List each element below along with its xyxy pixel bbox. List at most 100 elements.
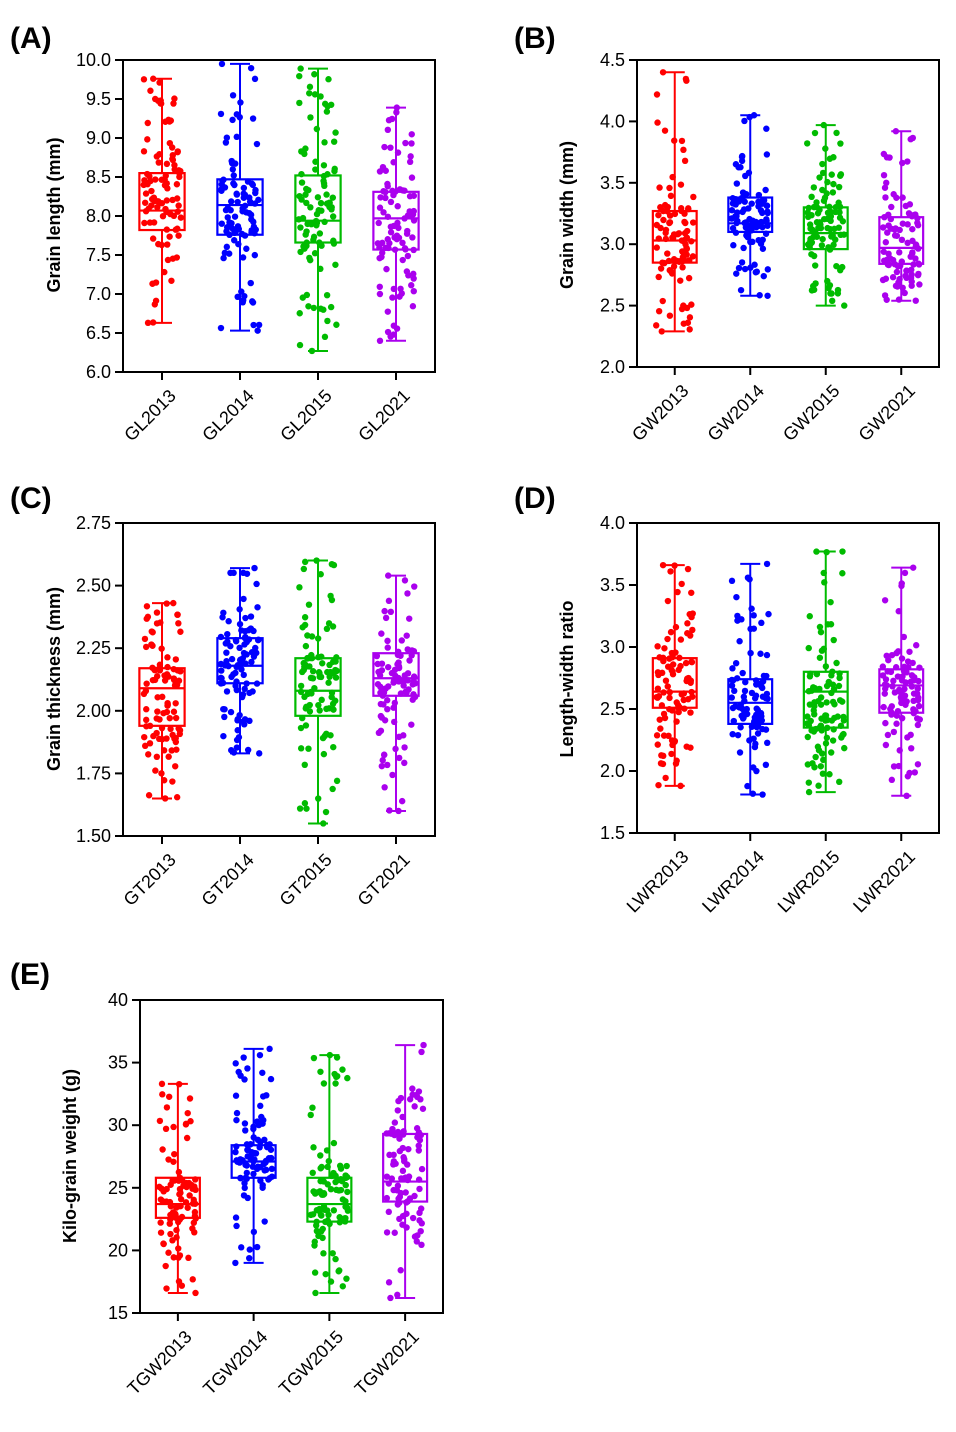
data-point (152, 176, 159, 183)
data-point (228, 160, 236, 167)
data-point (688, 589, 695, 596)
plot-frame (122, 522, 436, 837)
data-point (416, 1217, 423, 1224)
data-point (242, 1161, 249, 1169)
data-point (672, 623, 680, 631)
data-point (301, 800, 309, 807)
data-point (155, 735, 163, 743)
data-point (680, 320, 687, 327)
data-point (161, 268, 168, 276)
box-iqr (727, 196, 774, 234)
data-point (300, 565, 308, 573)
y-axis: 6.0 6.5 7.0 7.5 8.0 8.5 9.0 9.5 10.0 (76, 50, 436, 382)
data-point (732, 213, 739, 220)
data-point (671, 737, 679, 745)
data-point (301, 621, 309, 629)
data-point (816, 623, 824, 631)
data-point (324, 1181, 331, 1188)
data-point (261, 1136, 268, 1144)
data-point (191, 1183, 198, 1190)
data-point (223, 243, 231, 251)
data-point (318, 242, 325, 249)
data-point (764, 292, 771, 299)
data-point (410, 287, 417, 295)
data-point (822, 663, 830, 670)
data-point (298, 179, 306, 186)
data-point (811, 262, 819, 269)
data-point (241, 292, 248, 300)
data-point (384, 308, 392, 315)
data-point (326, 1051, 334, 1059)
data-point (149, 676, 157, 684)
data-point (152, 95, 159, 103)
data-point (752, 740, 759, 748)
data-point (893, 194, 900, 201)
data-point (333, 1186, 340, 1194)
data-point (314, 194, 322, 201)
data-point (142, 687, 150, 695)
y-tick-label: 2.5 (600, 296, 625, 316)
data-point (822, 740, 830, 747)
data-point (165, 753, 172, 760)
data-point (673, 757, 680, 764)
data-point (399, 1212, 407, 1220)
data-point (909, 659, 916, 667)
data-point (742, 678, 749, 686)
data-point (804, 140, 811, 147)
data-point (297, 682, 305, 690)
data-point (331, 167, 338, 175)
data-point (402, 1189, 409, 1196)
panel-d: (D) Length-width ratio 1.5 2.0 2.5 3.0 3.5 4.… (514, 482, 940, 916)
data-point (301, 614, 309, 621)
data-point (231, 237, 238, 244)
data-point (145, 792, 153, 799)
data-point (159, 693, 166, 701)
data-point (896, 747, 903, 754)
data-point (915, 702, 923, 710)
data-point (664, 250, 671, 257)
data-point (163, 1285, 170, 1292)
y-tick-label: 35 (108, 1053, 128, 1073)
data-point (171, 1177, 178, 1184)
x-category-label: GT2015 (276, 850, 336, 910)
y-tick-label: 3.0 (600, 637, 625, 657)
data-point (687, 744, 694, 751)
data-point (738, 259, 746, 266)
data-point (175, 1245, 182, 1252)
data-point (904, 239, 911, 247)
y-tick-label: 40 (108, 990, 128, 1010)
data-point (175, 232, 182, 239)
data-point (159, 1146, 166, 1153)
data-point (154, 204, 161, 211)
data-point (161, 677, 169, 684)
data-point (268, 1165, 276, 1173)
data-point (375, 729, 383, 737)
data-point (158, 1185, 165, 1192)
y-tick-label: 2.50 (76, 576, 111, 596)
data-point (236, 620, 244, 628)
data-point (399, 1113, 406, 1121)
data-point (895, 762, 902, 770)
data-point (320, 1250, 327, 1257)
data-point (419, 1105, 427, 1112)
data-point (815, 224, 822, 232)
data-point (240, 671, 247, 679)
y-tick-label: 3.5 (600, 575, 625, 595)
data-point (653, 732, 661, 739)
data-point (344, 1074, 351, 1082)
data-point (253, 580, 260, 588)
data-point (810, 184, 818, 191)
data-point (893, 720, 900, 727)
data-point (906, 201, 914, 208)
box-iqr (651, 657, 698, 709)
data-point (807, 717, 814, 725)
data-point (186, 1095, 194, 1102)
data-point (232, 1214, 240, 1221)
panel-label: (E) (10, 958, 50, 991)
data-point (326, 199, 333, 207)
data-point (234, 715, 241, 723)
data-point (730, 717, 737, 725)
data-point (246, 198, 254, 205)
data-point (167, 1181, 174, 1188)
data-point (416, 1185, 423, 1193)
